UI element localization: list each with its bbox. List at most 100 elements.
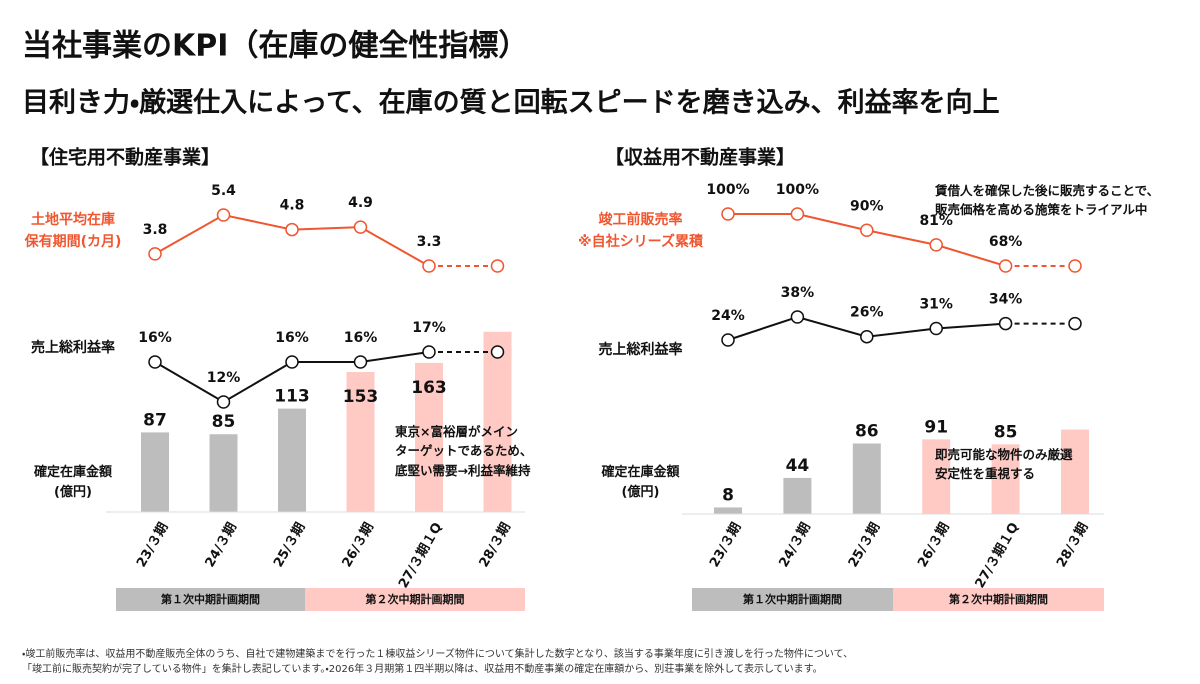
bar (783, 477, 812, 514)
x-tick-label: 26/３期 (340, 520, 377, 570)
line-marker (721, 333, 735, 347)
line-value-label: 16% (344, 330, 378, 346)
line-value-label: 12% (207, 370, 241, 386)
line-value-label: 100% (776, 182, 819, 198)
period-label: 第１次中期計画期間 (743, 592, 842, 606)
bar-value-label: 85 (994, 422, 1018, 442)
line-value-label: 100% (706, 182, 749, 198)
x-tick-label: 27/３期１Q (396, 520, 445, 591)
x-tick-label: 23/３期 (134, 520, 171, 570)
series-name: 土地平均在庫 保有期間(カ月) (24, 212, 122, 250)
line-value-label: 3.8 (143, 222, 168, 238)
bar-value-label: 44 (786, 456, 810, 476)
line-value-label: 4.9 (348, 195, 373, 211)
period-label: 第２次中期計画期間 (366, 592, 465, 606)
series-name: 売上総利益率 (598, 342, 683, 358)
bar-value-label: 85 (212, 412, 236, 432)
line-marker (285, 355, 299, 369)
annotation: 東京×富裕層がメイン ターゲットであるため、 底堅い需要→利益率維持 (395, 424, 533, 478)
line-marker (490, 259, 505, 273)
line-marker (1068, 259, 1082, 273)
line-marker (929, 238, 943, 252)
line-marker (490, 345, 505, 359)
line-value-label: 81% (919, 213, 953, 229)
period-label: 第１次中期計画期間 (161, 592, 260, 606)
bar-value-label: 87 (143, 410, 167, 430)
x-tick-label: 27/３期１Q (973, 520, 1022, 591)
period-label: 第２次中期計画期間 (949, 592, 1048, 606)
bar (922, 439, 951, 514)
series-name: 竣工前販売率 ※自社シリーズ累積 (578, 212, 703, 250)
annotation: 即売可能な物件のみ厳選 安定性を重視する (935, 447, 1073, 482)
bar-value-label: 91 (924, 417, 948, 437)
bar (1061, 429, 1089, 514)
line-value-label: 16% (138, 330, 172, 346)
line-marker (721, 207, 735, 221)
line-value-label: 4.8 (280, 198, 305, 214)
line-value-label: 34% (989, 292, 1023, 308)
line-marker (216, 395, 231, 409)
line-marker (790, 207, 805, 221)
bar (991, 444, 1020, 514)
bar (852, 443, 881, 514)
bar (141, 432, 169, 512)
bar (714, 507, 742, 514)
x-tick-label: 24/３期 (776, 520, 813, 570)
x-tick-label: 28/３期 (477, 520, 514, 570)
x-tick-label: 25/３期 (271, 520, 308, 570)
line-marker (422, 259, 436, 273)
line-marker (353, 220, 368, 234)
x-tick-label: 23/３期 (707, 520, 744, 570)
series-name: 確定在庫金額 (億円) (601, 465, 680, 501)
line-value-label: 3.3 (417, 234, 442, 250)
line-value-label: 68% (989, 234, 1023, 250)
line-value-label: 17% (412, 320, 446, 336)
period-band (116, 588, 305, 611)
line-value-label: 5.4 (211, 183, 236, 199)
line-value-label: 38% (781, 285, 815, 301)
line-marker (1068, 316, 1082, 331)
line (728, 213, 1006, 267)
line-marker (353, 355, 368, 369)
annotation: 賃借人を確保した後に販売することで、 販売価格を高める施策をトライアル中 (935, 183, 1160, 218)
bar (209, 434, 238, 512)
line-value-label: 31% (919, 297, 953, 313)
bar-value-label: 153 (343, 387, 379, 407)
line-marker (998, 259, 1013, 273)
slide-title: 当社事業のKPI（在庫の健全性指標） (22, 29, 528, 64)
bar (346, 372, 375, 512)
x-tick-label: 25/３期 (846, 520, 883, 570)
series-name: 確定在庫金額 (億円) (33, 465, 112, 501)
line-marker (929, 321, 943, 336)
bar (483, 331, 512, 512)
slide-subtitle: 目利き力・厳選仕入によって、在庫の質と回転スピードを磨き込み、利益率を向上 (22, 87, 1000, 119)
line-marker (216, 208, 231, 222)
line-marker (422, 345, 436, 359)
line-value-label: 26% (850, 305, 884, 321)
line-marker (860, 329, 874, 344)
x-tick-label: 28/３期 (1054, 520, 1091, 570)
series-name: 売上総利益率 (31, 340, 115, 356)
line-marker (148, 355, 162, 369)
bar-value-label: 86 (855, 421, 879, 441)
panel-title: 【収益用不動産事業】 (605, 146, 795, 169)
line-marker (148, 247, 162, 261)
period-band (305, 588, 525, 611)
bar-value-label: 113 (274, 387, 310, 407)
line (154, 213, 430, 267)
period-band (893, 588, 1104, 611)
bar (278, 408, 306, 512)
line-marker (860, 223, 874, 237)
line-marker (285, 222, 299, 237)
line-value-label: 90% (850, 198, 884, 214)
bar-value-label: 163 (411, 378, 447, 398)
bar-value-label: 8 (722, 485, 734, 505)
line-value-label: 16% (275, 330, 309, 346)
x-tick-label: 24/３期 (203, 520, 240, 570)
x-tick-label: 26/３期 (915, 520, 952, 570)
footnote: ・竣工前販売率は、収益用不動産販売全体のうち、自社で建物建築までを行った１棟収益… (22, 649, 854, 675)
period-band (692, 588, 893, 611)
line-marker (790, 310, 805, 324)
